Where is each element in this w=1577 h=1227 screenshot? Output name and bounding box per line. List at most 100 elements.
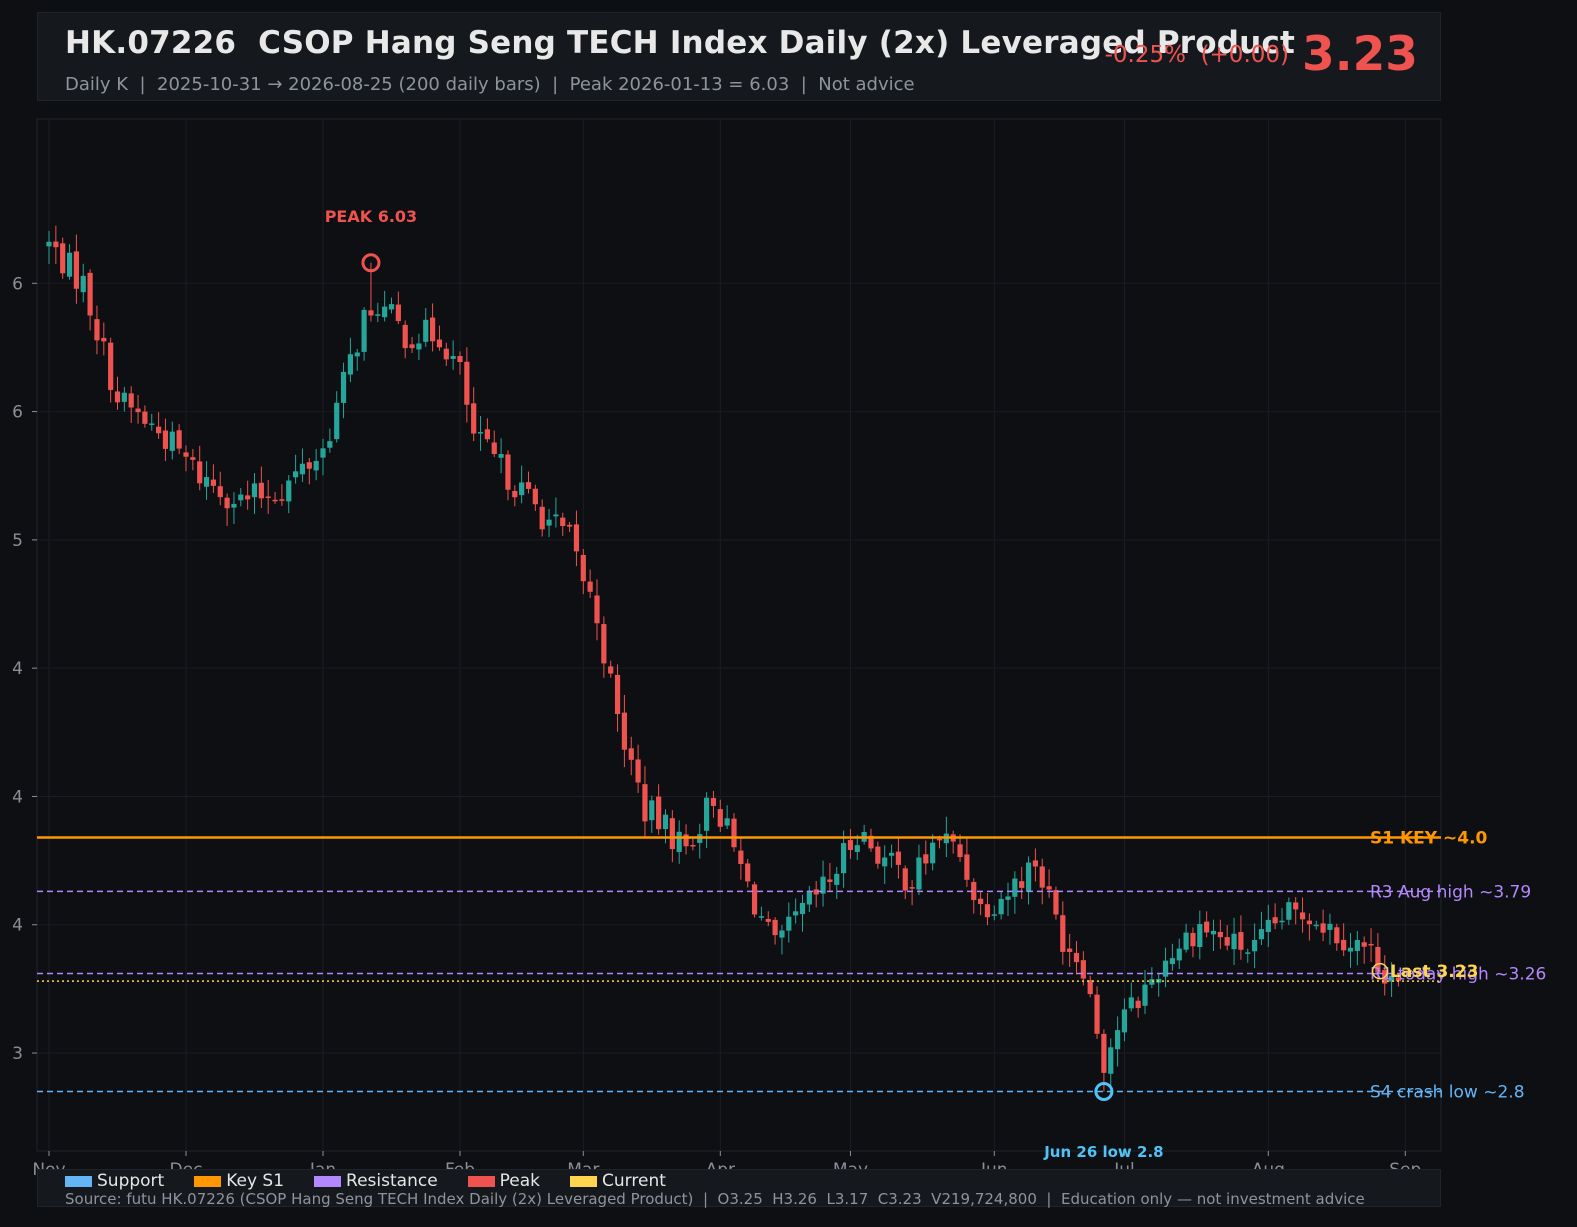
candle-body xyxy=(765,918,771,922)
legend-label: Key S1 xyxy=(226,1171,285,1191)
candle-body xyxy=(251,483,258,498)
candle-body xyxy=(567,524,573,527)
candle-body xyxy=(60,243,66,274)
candle-body xyxy=(793,911,799,916)
candle-body xyxy=(820,876,826,894)
candle-body xyxy=(676,831,682,852)
candle-body xyxy=(806,890,812,905)
candle-body xyxy=(162,430,169,449)
candle-body xyxy=(149,423,155,425)
candle-body xyxy=(443,348,449,360)
candle-body xyxy=(1115,1030,1121,1050)
plot-area xyxy=(36,118,1442,1152)
candle-body xyxy=(1313,924,1319,927)
candle-body xyxy=(1025,862,1032,892)
candle-body xyxy=(224,497,230,509)
candle-body xyxy=(299,463,306,475)
candle-body xyxy=(245,495,251,500)
candle-body xyxy=(395,304,401,322)
last-label: Last 3.23 xyxy=(1390,962,1478,982)
peak-marker xyxy=(361,253,381,273)
candle-body xyxy=(971,881,977,901)
candle-body xyxy=(827,879,833,882)
candle-body xyxy=(464,361,470,405)
candle-body xyxy=(594,595,600,624)
candle-body xyxy=(751,884,758,915)
candle-body xyxy=(1389,975,1395,982)
level-label: S1 KEY ~4.0 xyxy=(1370,829,1488,849)
candle-body xyxy=(423,319,429,342)
price-change: -0.25% (+0.00) xyxy=(1104,42,1289,68)
candle-body xyxy=(1060,915,1066,952)
candle-body xyxy=(656,796,662,830)
candle-body xyxy=(512,490,518,498)
candle-body xyxy=(210,479,216,486)
candle-body xyxy=(382,306,388,318)
candle-body xyxy=(197,461,203,484)
last-marker xyxy=(1371,962,1389,980)
candle-body xyxy=(560,517,566,526)
candle-body xyxy=(272,499,278,502)
candle-body xyxy=(416,343,422,350)
candle-body xyxy=(984,904,991,918)
candle-body xyxy=(1231,933,1237,950)
candle-body xyxy=(1217,931,1223,938)
candle-body xyxy=(813,889,819,895)
candle-body xyxy=(841,843,847,874)
candle-body xyxy=(1306,920,1312,925)
candle-body xyxy=(1121,1009,1128,1033)
candle-body xyxy=(1108,1047,1114,1074)
candle-body xyxy=(347,354,353,375)
candle-body xyxy=(1012,878,1018,897)
candle-body xyxy=(519,482,525,496)
candle-body xyxy=(635,759,641,783)
candle-body xyxy=(1197,924,1203,947)
candle-body xyxy=(1162,960,1169,977)
candle-body xyxy=(1067,948,1073,952)
y-tick-label: 6 xyxy=(12,403,23,423)
candle-body xyxy=(1019,881,1025,888)
legend-swatch xyxy=(570,1175,598,1187)
legend-label: Peak xyxy=(499,1171,541,1191)
legend-swatch xyxy=(314,1175,342,1187)
candle-body xyxy=(340,371,347,403)
candle-body xyxy=(621,712,627,750)
candle-body xyxy=(1101,1033,1107,1073)
candle-body xyxy=(957,844,963,858)
candle-body xyxy=(1032,860,1038,867)
low-marker xyxy=(1094,1082,1114,1102)
last-price: 3.23 xyxy=(1302,27,1418,82)
candle-body xyxy=(114,391,121,403)
candle-body xyxy=(320,448,326,458)
candle-body xyxy=(608,666,614,674)
candle-body xyxy=(1149,979,1155,985)
candle-body xyxy=(834,873,840,885)
low-label: Jun 26 low 2.8 xyxy=(1043,1143,1163,1161)
candle-body xyxy=(614,674,621,715)
candle-body xyxy=(203,477,210,487)
candle-body xyxy=(868,835,874,849)
level-label: R3 Aug high ~3.79 xyxy=(1370,882,1531,902)
candle-body xyxy=(279,499,285,501)
candle-body xyxy=(484,429,490,440)
candle-body xyxy=(388,304,395,310)
candle-body xyxy=(101,337,107,342)
candle-body xyxy=(1046,886,1052,890)
candle-body xyxy=(1039,866,1045,888)
candle-body xyxy=(135,408,141,413)
candle-body xyxy=(923,854,929,864)
candle-body xyxy=(505,454,511,490)
candle-body xyxy=(669,818,675,850)
candle-body xyxy=(525,482,532,489)
candle-body xyxy=(1142,984,1148,1006)
candle-body xyxy=(628,748,634,760)
candle-body xyxy=(1204,921,1210,933)
candle-body xyxy=(847,840,854,850)
candle-body xyxy=(1176,948,1182,961)
legend-swatch xyxy=(194,1175,222,1187)
candle-body xyxy=(1053,890,1059,915)
chart-header: HK.07226 CSOP Hang Seng TECH Index Daily… xyxy=(37,12,1441,101)
candle-body xyxy=(758,916,764,918)
legend-label: Current xyxy=(602,1171,666,1191)
candle-body xyxy=(642,784,648,822)
